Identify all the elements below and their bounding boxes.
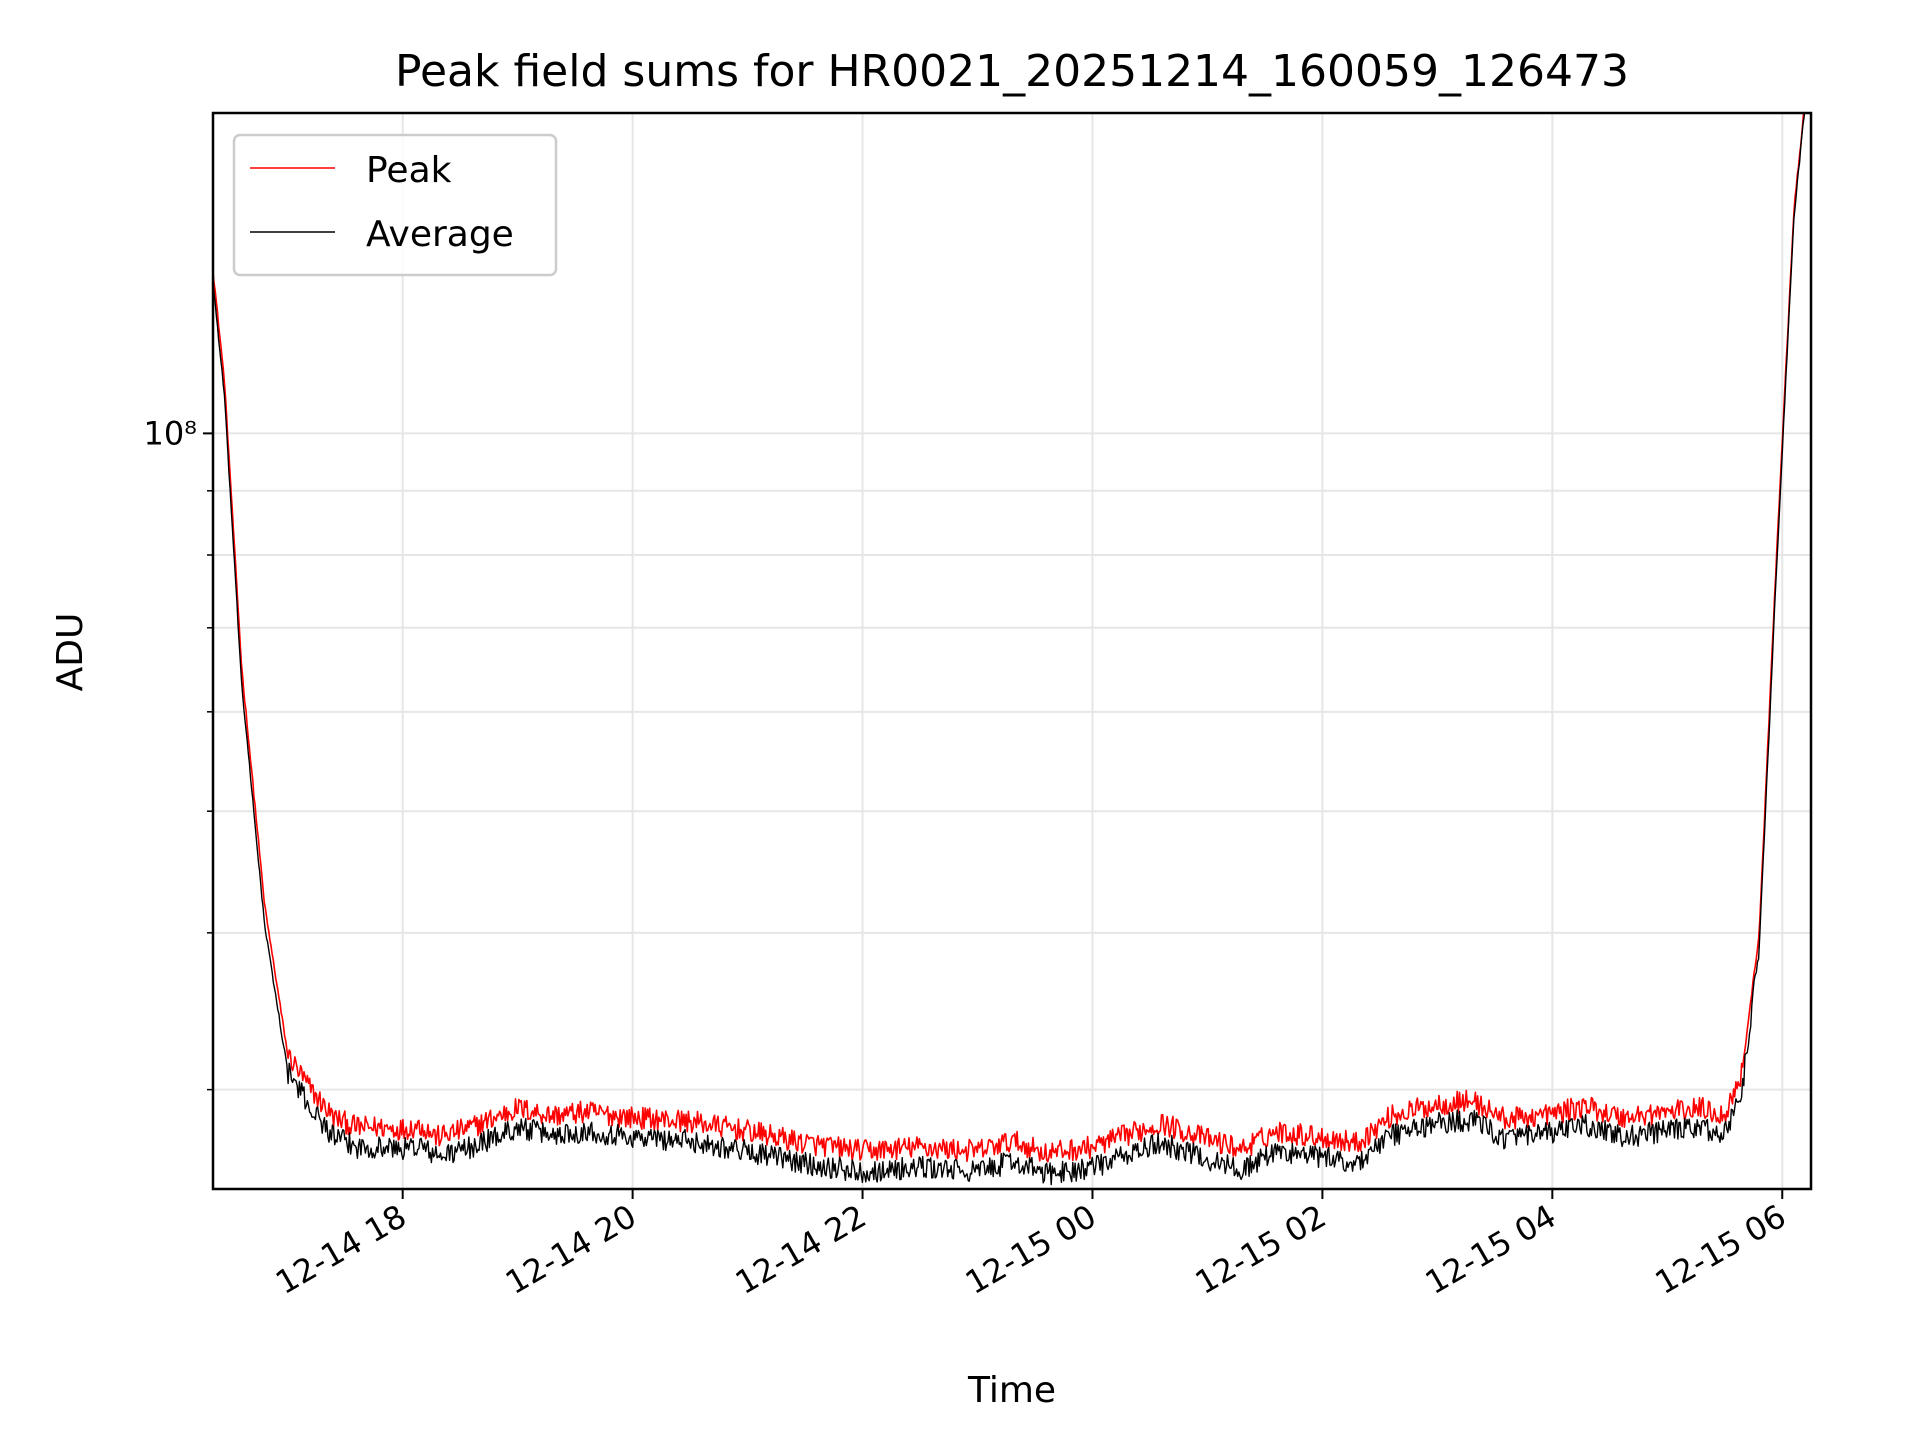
series-line-average xyxy=(213,113,1806,1186)
legend: Peak Average xyxy=(232,133,558,277)
legend-box xyxy=(232,133,558,277)
axis-ticks xyxy=(203,432,1784,1199)
chart-title: Peak field sums for HR0021_20251214_1600… xyxy=(395,46,1629,97)
legend-label-peak: Peak xyxy=(366,150,452,191)
y-tick-label: 10⁸ xyxy=(143,414,197,452)
grid xyxy=(213,113,1811,1189)
series-line-peak xyxy=(213,113,1805,1163)
y-axis-label: ADU xyxy=(50,613,91,692)
x-axis-label: Time xyxy=(967,1370,1056,1411)
legend-label-average: Average xyxy=(366,214,514,255)
series-layer xyxy=(213,113,1806,1186)
plot-frame xyxy=(211,111,1813,1191)
